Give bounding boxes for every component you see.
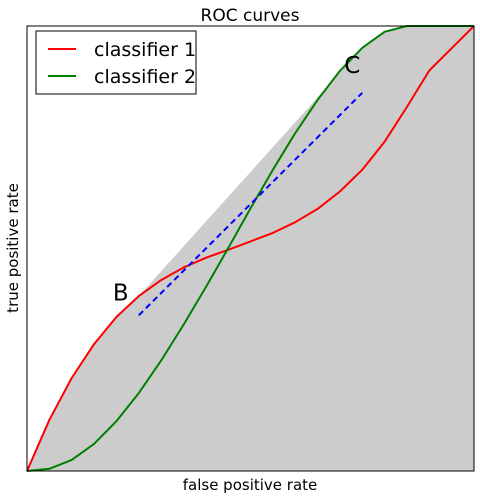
y-axis-label: true positive rate (4, 183, 22, 313)
chart-title: ROC curves (201, 6, 300, 26)
plot-area: BC (26, 25, 475, 472)
legend-label-classifier-2: classifier 2 (94, 66, 196, 88)
dashed-hull-line (138, 92, 364, 317)
annotation-b: B (113, 280, 129, 306)
legend-label-classifier-1: classifier 1 (94, 39, 196, 61)
annotation-c: C (344, 53, 360, 79)
x-axis-label: false positive rate (183, 476, 318, 494)
legend: classifier 1 classifier 2 (35, 30, 197, 95)
series-line-classifier-1 (26, 25, 475, 472)
shaded-hull-region (27, 26, 474, 471)
series-line-classifier-2 (26, 25, 474, 472)
plot-frame (26, 25, 475, 472)
legend-box (35, 30, 197, 95)
